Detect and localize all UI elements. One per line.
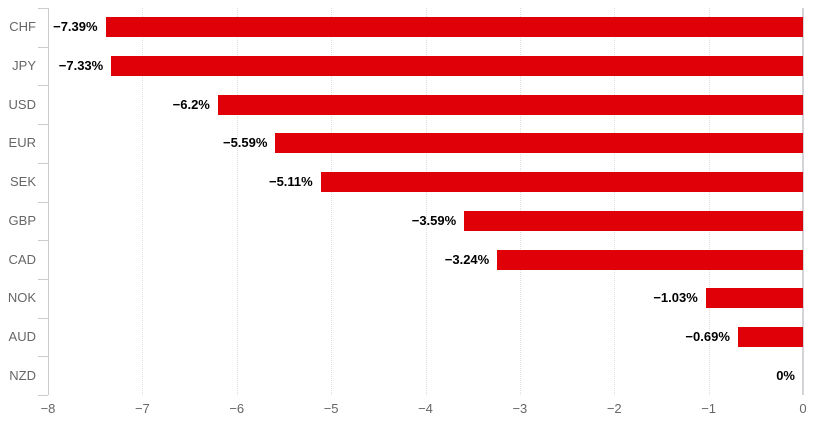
gridline bbox=[614, 8, 616, 395]
value-label-gbp: −3.59% bbox=[411, 212, 457, 228]
x-tick-label: −1 bbox=[701, 401, 717, 416]
x-tick-label: 0 bbox=[799, 401, 807, 416]
x-tick-label: −4 bbox=[418, 401, 433, 416]
category-axis-tick bbox=[38, 46, 48, 48]
bar-nok[interactable] bbox=[705, 288, 803, 309]
value-label-cad: −3.24% bbox=[444, 251, 490, 267]
bar-sek[interactable] bbox=[320, 172, 803, 193]
category-label-gbp: GBP bbox=[8, 212, 36, 228]
category-label-jpy: JPY bbox=[12, 58, 36, 74]
category-axis-tick bbox=[38, 317, 48, 319]
value-label-chf: −7.39% bbox=[53, 19, 98, 35]
gridline bbox=[142, 8, 144, 395]
x-tick-label: −3 bbox=[512, 401, 528, 416]
category-axis-tick bbox=[38, 278, 48, 280]
bar-eur[interactable] bbox=[275, 133, 803, 154]
value-label-aud: −0.69% bbox=[685, 328, 730, 344]
value-label-jpy: −7.33% bbox=[58, 58, 104, 74]
category-label-cad: CAD bbox=[8, 251, 36, 267]
category-label-usd: USD bbox=[8, 96, 36, 112]
value-label-nok: −1.03% bbox=[653, 290, 698, 306]
value-label-eur: −5.59% bbox=[222, 135, 268, 151]
bar-gbp[interactable] bbox=[464, 210, 803, 231]
category-axis-tick bbox=[38, 395, 48, 396]
category-label-eur: EUR bbox=[8, 135, 36, 151]
category-axis-tick bbox=[38, 162, 48, 164]
category-axis-tick bbox=[38, 8, 48, 9]
category-axis-tick bbox=[38, 356, 48, 358]
value-label-usd: −6.2% bbox=[172, 96, 210, 112]
category-label-sek: SEK bbox=[9, 174, 36, 190]
category-label-nzd: NZD bbox=[9, 367, 36, 383]
category-label-aud: AUD bbox=[8, 328, 36, 344]
bar-chf[interactable] bbox=[105, 17, 803, 38]
gridline bbox=[331, 8, 333, 395]
gridline bbox=[519, 8, 521, 395]
category-label-chf: CHF bbox=[9, 19, 36, 35]
bar-usd[interactable] bbox=[217, 94, 803, 115]
x-tick-label: −5 bbox=[323, 401, 339, 416]
bar-cad[interactable] bbox=[497, 249, 803, 270]
bar-jpy[interactable] bbox=[111, 56, 803, 77]
bar-aud[interactable] bbox=[737, 326, 803, 347]
gridline bbox=[708, 8, 710, 395]
gridline bbox=[236, 8, 238, 395]
value-label-sek: −5.11% bbox=[268, 174, 313, 190]
category-axis-tick bbox=[38, 124, 48, 126]
gridline bbox=[425, 8, 427, 395]
category-axis-tick bbox=[38, 240, 48, 242]
y-axis-line bbox=[48, 8, 49, 395]
category-axis-tick bbox=[38, 85, 48, 87]
x-tick-label: −2 bbox=[606, 401, 622, 416]
zero-line bbox=[802, 8, 804, 395]
x-tick-label: −8 bbox=[40, 401, 56, 416]
category-label-nok: NOK bbox=[7, 290, 36, 306]
x-tick-label: −7 bbox=[134, 401, 150, 416]
value-label-nzd: 0% bbox=[776, 367, 795, 383]
category-axis-tick bbox=[38, 201, 48, 203]
x-tick-label: −6 bbox=[229, 401, 245, 416]
